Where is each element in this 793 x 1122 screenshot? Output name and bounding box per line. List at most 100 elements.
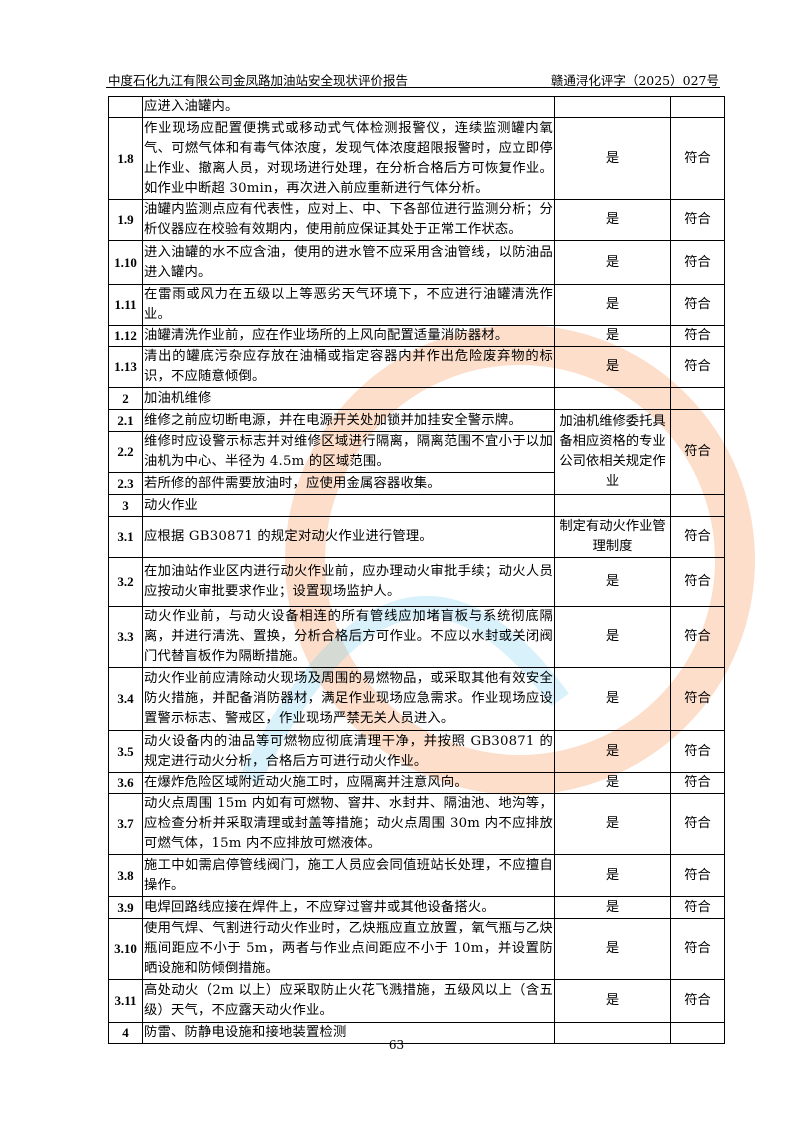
check-result: 是 [554,284,671,326]
item-content: 若所修的部件需要放油时，应使用金属容器收集。 [142,472,555,495]
item-number: 3.3 [108,606,143,668]
check-result: 是 [554,772,671,794]
table-row: 3.1 应根据 GB30871 的规定对动火作业进行管理。 制定有动火作业管理制度符… [108,516,725,558]
item-content: 应进入油罐内。 [142,96,555,118]
conclusion: 符合 [670,117,725,200]
conclusion: 符合 [670,346,725,388]
report-title: 中度石化九江有限公司金凤路加油站安全现状评价报告 [108,73,409,88]
table-row: 1.11 在雷雨或风力在五级以上等恶劣天气环境下，不应进行油罐清洗作业。是符合 [108,284,725,326]
item-number [108,96,143,118]
table-row: 3.5 动火设备内的油品等可燃物应彻底清理干净，并按照 GB30871 的规定进行… [108,730,725,773]
item-number: 2.1 [108,409,143,432]
item-number: 3 [108,494,143,517]
check-result: 制定有动火作业管理制度 [554,516,671,558]
item-number: 3.2 [108,557,143,607]
conclusion: 符合 [670,730,725,773]
table-row: 1.13 清出的罐底污杂应存放在油桶或指定容器内并作出危险废弃物的标识，不应随意倾… [108,346,725,388]
check-result: 是 [554,557,671,607]
conclusion [670,387,725,410]
item-number: 3.4 [108,667,143,731]
item-number: 3.11 [108,979,143,1023]
conclusion [670,494,725,517]
check-result [554,96,671,118]
item-content: 在爆炸危险区域附近动火施工时，应隔离并注意风向。 [142,772,555,794]
item-content: 动火设备内的油品等可燃物应彻底清理干净，并按照 GB30871 的规定进行动火分… [142,730,555,773]
check-result: 是 [554,854,671,897]
item-content: 油罐内监测点应有代表性，应对上、中、下各部位进行监测分析；分析仪器应在校验有效期… [142,199,555,241]
item-content: 维修时应设警示标志并对维修区域进行隔离，隔离范围不宜小于以加油机为中心、半径为 … [142,431,555,473]
check-result [554,494,671,517]
conclusion: 符合 [670,854,725,897]
table-row: 3.10 使用气焊、气割进行动火作业时，乙炔瓶应直立放置，氧气瓶与乙炔瓶间距应不小… [108,918,725,980]
table-row: 3.9 电焊回路线应接在焊件上，不应穿过窨井或其他设备搭火。是符合 [108,896,725,919]
item-content: 防雷、防静电设施和接地装置检测 [142,1022,555,1044]
item-content: 进入油罐的水不应含油，使用的进水管不应采用含油管线，以防油品进入罐内。 [142,240,555,285]
check-result: 是 [554,346,671,388]
check-result: 是 [554,199,671,241]
item-content: 动火作业 [142,494,555,517]
table-row: 应进入油罐内。 [108,96,725,118]
item-number: 2 [108,387,143,410]
table-row: 3.2 在加油站作业区内进行动火作业前，应办理动火审批手续；动火人员应按动火审批要… [108,557,725,607]
item-number: 1.13 [108,346,143,388]
table-row: 3 动火作业 [108,494,725,517]
check-result: 是 [554,240,671,285]
check-result: 是 [554,918,671,980]
item-number: 3.6 [108,772,143,794]
conclusion: 符合 [670,793,725,855]
item-content: 高处动火（2m 以上）应采取防止火花飞溅措施，五级风以上（含五级）天气，不应露天… [142,979,555,1023]
header-divider [106,87,720,88]
table-row: 2.1 维修之前应切断电源，并在电源开关处加锁并加挂安全警示牌。 加油机维修委托具备… [108,409,725,495]
conclusion: 符合 [670,284,725,326]
conclusion: 符合 [670,325,725,347]
table-row: 1.8 作业现场应配置便携式或移动式气体检测报警仪，连续监测罐内氧气、可燃气体和有… [108,117,725,200]
table-row: 3.8 施工中如需启停管线阀门，施工人员应会同值班站长处理，不应擅自操作。是符合 [108,854,725,897]
check-result: 是 [554,896,671,919]
conclusion [670,96,725,118]
check-result: 是 [554,793,671,855]
check-result: 是 [554,730,671,773]
item-content: 油罐清洗作业前，应在作业场所的上风向配置适量消防器材。 [142,325,555,347]
item-number: 3.9 [108,896,143,919]
conclusion: 符合 [670,918,725,980]
conclusion: 符合 [670,896,725,919]
table-row: 1.12 油罐清洗作业前，应在作业场所的上风向配置适量消防器材。是符合 [108,325,725,347]
item-content: 应根据 GB30871 的规定对动火作业进行管理。 [142,516,555,558]
table-row: 3.6 在爆炸危险区域附近动火施工时，应隔离并注意风向。是符合 [108,772,725,794]
item-number: 1.10 [108,240,143,285]
table-row: 3.4 动火作业前应清除动火现场及周围的易燃物品，或采取其他有效安全防火措施，并配… [108,667,725,731]
item-number: 1.12 [108,325,143,347]
conclusion: 符合 [670,667,725,731]
conclusion: 符合 [670,557,725,607]
check-result: 加油机维修委托具备相应资格的专业公司依相关规定作业 [554,409,671,495]
check-result: 是 [554,667,671,731]
item-content: 作业现场应配置便携式或移动式气体检测报警仪，连续监测罐内氧气、可燃气体和有毒气体… [142,117,555,200]
check-result: 是 [554,606,671,668]
item-number: 1.8 [108,117,143,200]
item-number: 3.1 [108,516,143,558]
item-number: 2.2 [108,431,143,473]
item-content: 在加油站作业区内进行动火作业前，应办理动火审批手续；动火人员应按动火审批要求作业… [142,557,555,607]
item-content: 使用气焊、气割进行动火作业时，乙炔瓶应直立放置，氧气瓶与乙炔瓶间距应不小于 5m… [142,918,555,980]
item-number: 1.11 [108,284,143,326]
conclusion: 符合 [670,606,725,668]
table-row: 3.11 高处动火（2m 以上）应采取防止火花飞溅措施，五级风以上（含五级）天气，… [108,979,725,1023]
item-number: 3.10 [108,918,143,980]
item-content: 在雷雨或风力在五级以上等恶劣天气环境下，不应进行油罐清洗作业。 [142,284,555,326]
check-result [554,387,671,410]
table-row: 2 加油机维修 [108,387,725,410]
conclusion: 符合 [670,199,725,241]
document-number: 赣通浔化评字（2025）027号 [550,73,719,88]
table-row: 4 防雷、防静电设施和接地装置检测 [108,1022,725,1044]
page-number: 63 [388,1038,405,1052]
conclusion: 符合 [670,772,725,794]
check-result: 是 [554,979,671,1023]
item-content: 维修之前应切断电源，并在电源开关处加锁并加挂安全警示牌。 [142,409,555,432]
item-content: 电焊回路线应接在焊件上，不应穿过窨井或其他设备搭火。 [142,896,555,919]
item-content: 动火作业前应清除动火现场及周围的易燃物品，或采取其他有效安全防火措施，并配备消防… [142,667,555,731]
item-content: 动火作业前，与动火设备相连的所有管线应加堵盲板与系统彻底隔离，并进行清洗、置换，… [142,606,555,668]
item-content: 加油机维修 [142,387,555,410]
conclusion: 符合 [670,979,725,1023]
table-row: 3.7 动火点周围 15m 内如有可燃物、窨井、水封井、隔油池、地沟等，应检查分析… [108,793,725,855]
conclusion: 符合 [670,516,725,558]
